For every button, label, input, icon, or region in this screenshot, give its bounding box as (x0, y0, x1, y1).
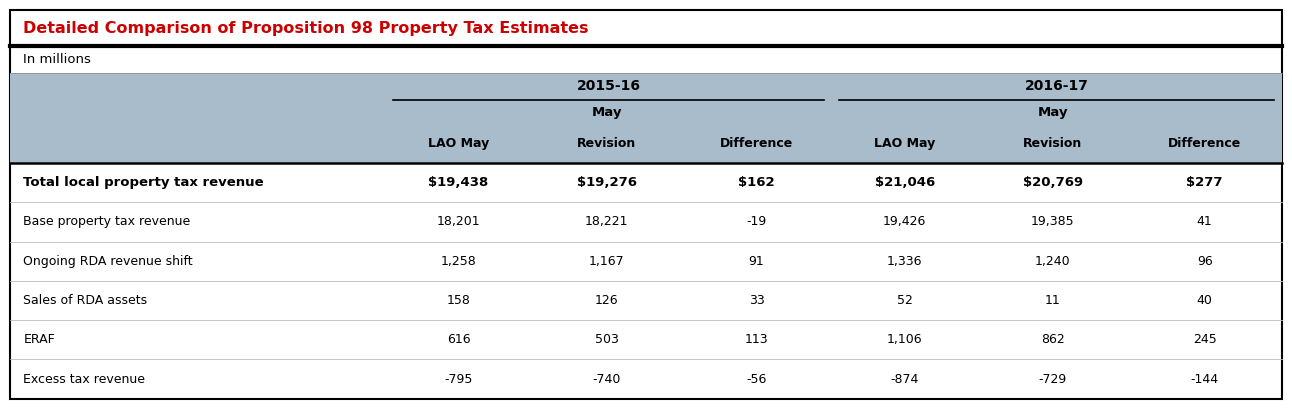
Text: $19,438: $19,438 (429, 176, 488, 189)
Text: 96: 96 (1196, 255, 1213, 268)
Text: $20,769: $20,769 (1023, 176, 1083, 189)
Text: ERAF: ERAF (23, 333, 56, 346)
Text: Revision: Revision (1023, 137, 1083, 151)
Text: 33: 33 (749, 294, 765, 307)
Text: -56: -56 (747, 373, 766, 386)
Text: Base property tax revenue: Base property tax revenue (23, 216, 190, 228)
Text: -795: -795 (444, 373, 473, 386)
Text: 40: 40 (1196, 294, 1213, 307)
Text: 2016-17: 2016-17 (1025, 79, 1089, 93)
Text: LAO May: LAO May (428, 137, 490, 151)
Text: Total local property tax revenue: Total local property tax revenue (23, 176, 264, 189)
Text: 126: 126 (594, 294, 619, 307)
Text: 19,385: 19,385 (1031, 216, 1075, 228)
Text: Difference: Difference (720, 137, 793, 151)
Text: $277: $277 (1186, 176, 1224, 189)
Text: $162: $162 (738, 176, 775, 189)
Text: 2015-16: 2015-16 (576, 79, 641, 93)
Text: LAO May: LAO May (875, 137, 935, 151)
Text: 1,106: 1,106 (886, 333, 922, 346)
Text: 91: 91 (749, 255, 765, 268)
Text: 18,201: 18,201 (437, 216, 481, 228)
Text: 41: 41 (1196, 216, 1213, 228)
Text: Revision: Revision (578, 137, 636, 151)
Text: Difference: Difference (1168, 137, 1242, 151)
Text: $19,276: $19,276 (576, 176, 637, 189)
Text: 52: 52 (897, 294, 912, 307)
Text: 862: 862 (1041, 333, 1065, 346)
Text: 1,258: 1,258 (441, 255, 477, 268)
Text: Excess tax revenue: Excess tax revenue (23, 373, 145, 386)
Text: May: May (1037, 106, 1068, 119)
Text: $21,046: $21,046 (875, 176, 935, 189)
Text: 113: 113 (744, 333, 769, 346)
Text: 1,240: 1,240 (1035, 255, 1071, 268)
Text: -729: -729 (1039, 373, 1067, 386)
Text: Ongoing RDA revenue shift: Ongoing RDA revenue shift (23, 255, 193, 268)
Text: 158: 158 (447, 294, 470, 307)
Text: 18,221: 18,221 (585, 216, 628, 228)
Text: In millions: In millions (23, 53, 92, 66)
Text: Detailed Comparison of Proposition 98 Property Tax Estimates: Detailed Comparison of Proposition 98 Pr… (23, 21, 589, 36)
Text: 11: 11 (1045, 294, 1061, 307)
Text: 503: 503 (594, 333, 619, 346)
Text: -19: -19 (747, 216, 766, 228)
Text: 19,426: 19,426 (882, 216, 926, 228)
Text: 1,336: 1,336 (888, 255, 922, 268)
Text: 245: 245 (1193, 333, 1217, 346)
Text: 616: 616 (447, 333, 470, 346)
Text: -144: -144 (1191, 373, 1218, 386)
Text: 1,167: 1,167 (589, 255, 624, 268)
Text: May: May (592, 106, 621, 119)
Text: -874: -874 (890, 373, 919, 386)
Bar (10, 73, 1282, 163)
Text: Sales of RDA assets: Sales of RDA assets (23, 294, 147, 307)
Text: -740: -740 (593, 373, 620, 386)
